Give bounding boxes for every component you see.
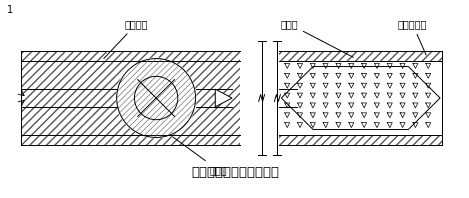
Polygon shape	[281, 67, 440, 129]
Text: 1: 1	[7, 5, 13, 15]
Text: 已浇注槽段: 已浇注槽段	[398, 19, 427, 55]
Bar	[21, 51, 240, 61]
Circle shape	[116, 58, 197, 138]
Polygon shape	[215, 89, 232, 107]
Bar	[21, 61, 240, 135]
Bar	[21, 135, 240, 145]
Text: 地墙圆形柔性接头示意图: 地墙圆形柔性接头示意图	[191, 166, 279, 179]
Text: 未挖土体: 未挖土体	[104, 19, 148, 59]
Bar	[262, 41, 277, 155]
Bar	[280, 135, 442, 145]
Text: 接头管: 接头管	[173, 137, 227, 175]
Text: 钢筋笼: 钢筋笼	[280, 19, 353, 57]
Bar	[280, 51, 442, 61]
Bar	[280, 61, 442, 135]
